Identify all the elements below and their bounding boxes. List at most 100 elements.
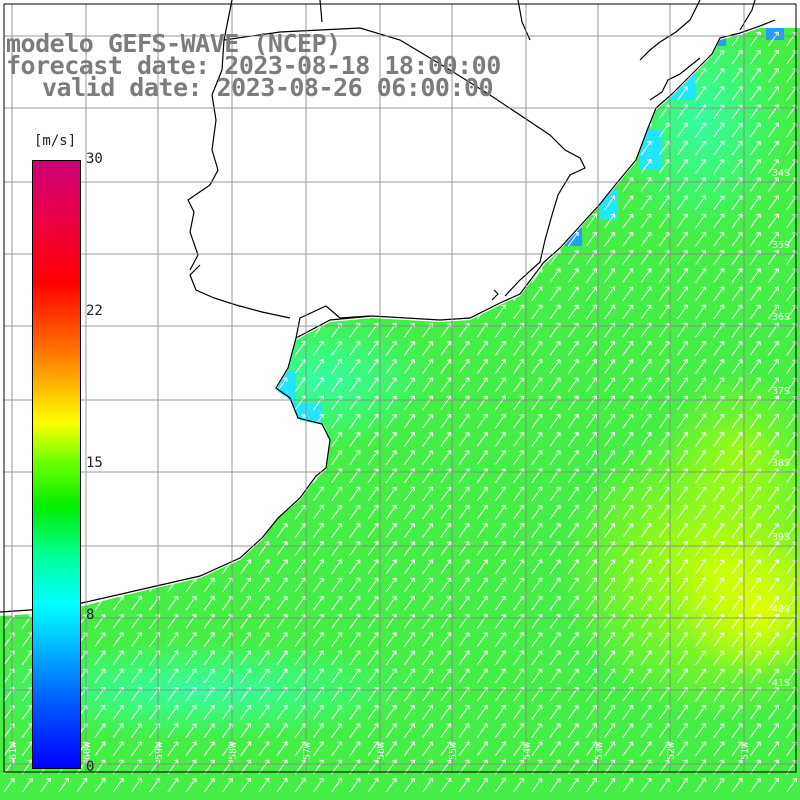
wind-arrow xyxy=(94,522,106,538)
wind-arrow xyxy=(21,104,33,120)
wind-arrow xyxy=(549,304,561,320)
wind-arrow xyxy=(240,777,252,793)
wind-arrow xyxy=(640,286,652,302)
wind-arrow xyxy=(585,522,597,538)
wind-arrow xyxy=(167,122,179,138)
wind-arrow xyxy=(167,632,179,647)
wind-arrow xyxy=(749,286,761,302)
wind-arrow xyxy=(349,741,361,757)
wind-arrow xyxy=(422,741,434,757)
wind-arrow xyxy=(567,31,579,47)
wind-arrow xyxy=(767,231,779,247)
wind-arrow xyxy=(385,559,397,575)
wind-arrow xyxy=(367,195,379,211)
wind-arrow xyxy=(585,450,597,465)
wind-arrow xyxy=(658,723,670,738)
wind-arrow xyxy=(94,359,106,374)
wind-arrow xyxy=(312,231,324,247)
wind-arrow xyxy=(240,413,252,429)
wind-arrow xyxy=(203,195,215,211)
wind-arrow xyxy=(203,322,215,338)
wind-arrow xyxy=(130,741,142,757)
wind-arrow xyxy=(185,177,197,192)
wind-arrow xyxy=(658,231,670,247)
wind-arrow xyxy=(385,104,397,120)
wind-arrow xyxy=(112,231,124,247)
wind-arrow xyxy=(567,650,579,666)
wind-arrow xyxy=(549,158,561,174)
wind-arrow xyxy=(367,31,379,47)
wind-arrow xyxy=(258,268,270,283)
wind-arrow xyxy=(713,541,725,556)
wind-arrow xyxy=(731,704,743,720)
wind-arrow xyxy=(94,340,106,356)
wind-arrow xyxy=(331,140,343,156)
wind-arrow xyxy=(731,777,743,793)
wind-arrow xyxy=(676,268,688,283)
wind-arrow xyxy=(549,741,561,757)
wind-arrow xyxy=(604,522,616,538)
wind-arrow xyxy=(494,632,506,647)
wind-arrow xyxy=(695,67,707,83)
wind-arrow xyxy=(767,213,779,229)
lat-label: 34S xyxy=(772,168,790,179)
wind-arrow xyxy=(749,268,761,283)
wind-arrow xyxy=(676,431,688,447)
wind-arrow xyxy=(731,431,743,447)
wind-arrow xyxy=(585,431,597,447)
wind-arrow xyxy=(676,504,688,520)
wind-arrow xyxy=(513,413,525,429)
wind-arrow xyxy=(112,286,124,302)
wind-arrow xyxy=(349,104,361,120)
wind-arrow xyxy=(385,268,397,283)
wind-arrow xyxy=(622,49,634,65)
wind-arrow xyxy=(549,522,561,538)
wind-arrow xyxy=(695,741,707,757)
wind-arrow xyxy=(422,704,434,720)
wind-arrow xyxy=(367,304,379,320)
wind-arrow xyxy=(695,595,707,611)
wind-arrow xyxy=(149,777,161,793)
wind-arrow xyxy=(476,431,488,447)
wind-arrow xyxy=(494,541,506,556)
wind-arrow xyxy=(422,104,434,120)
wind-arrow xyxy=(658,177,670,192)
wind-arrow xyxy=(312,504,324,520)
wind-arrow xyxy=(203,213,215,229)
wind-arrow xyxy=(531,195,543,211)
wind-arrow xyxy=(531,668,543,684)
lon-label: 59W xyxy=(154,741,165,760)
wind-arrow xyxy=(130,177,142,192)
wind-arrow xyxy=(622,704,634,720)
wind-arrow xyxy=(640,650,652,666)
lat-label: 36S xyxy=(772,312,790,323)
wind-arrow xyxy=(221,413,233,429)
wind-arrow xyxy=(403,486,415,502)
wind-arrow xyxy=(567,741,579,757)
wind-arrow xyxy=(640,777,652,793)
wind-arrow xyxy=(403,723,415,738)
wind-arrow xyxy=(331,122,343,138)
wind-arrow xyxy=(458,158,470,174)
wind-arrow xyxy=(58,104,70,120)
wind-arrow xyxy=(130,122,142,138)
wind-arrow xyxy=(312,577,324,593)
wind-arrow xyxy=(676,577,688,593)
wind-arrow xyxy=(185,340,197,356)
wind-arrow xyxy=(604,431,616,447)
wind-arrow xyxy=(531,704,543,720)
wind-arrow xyxy=(258,395,270,411)
wind-arrow xyxy=(312,304,324,320)
wind-arrow xyxy=(167,359,179,374)
wind-arrow xyxy=(658,395,670,411)
wind-arrow xyxy=(21,286,33,302)
wind-arrow xyxy=(385,158,397,174)
wind-arrow xyxy=(94,104,106,120)
wind-arrow xyxy=(112,413,124,429)
wind-arrow xyxy=(312,395,324,411)
wind-arrow xyxy=(531,413,543,429)
wind-arrow xyxy=(221,122,233,138)
wind-arrow xyxy=(494,504,506,520)
wind-arrow xyxy=(294,359,306,374)
wind-arrow xyxy=(749,86,761,101)
